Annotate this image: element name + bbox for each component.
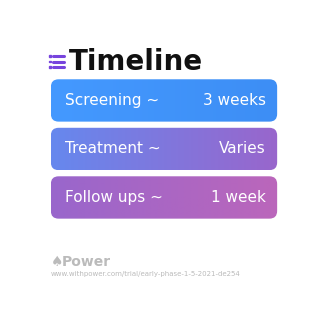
Text: www.withpower.com/trial/early-phase-1-5-2021-de254: www.withpower.com/trial/early-phase-1-5-…	[51, 271, 241, 277]
Bar	[49, 55, 51, 57]
Text: Timeline: Timeline	[69, 47, 203, 76]
Text: Varies: Varies	[219, 142, 266, 156]
Bar	[49, 66, 51, 68]
Text: Power: Power	[62, 255, 111, 269]
Text: Follow ups ~: Follow ups ~	[65, 190, 163, 205]
Text: Screening ~: Screening ~	[65, 93, 159, 108]
Text: ♠: ♠	[51, 255, 63, 269]
Bar	[49, 61, 51, 62]
Text: 3 weeks: 3 weeks	[203, 93, 266, 108]
Text: Treatment ~: Treatment ~	[65, 142, 160, 156]
Text: 1 week: 1 week	[211, 190, 266, 205]
